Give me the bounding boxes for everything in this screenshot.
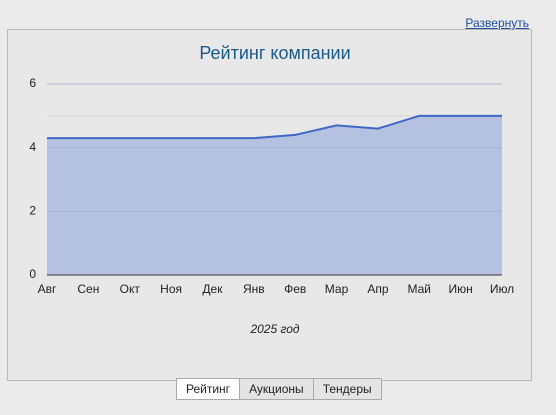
x-tick-label: Фев [284, 282, 306, 296]
expand-link[interactable]: Развернуть [465, 16, 529, 30]
tab[interactable]: Аукционы [239, 378, 314, 400]
x-tick-label: Авг [38, 282, 57, 296]
x-tick-label: Апр [367, 282, 389, 296]
x-tick-label: Дек [202, 282, 223, 296]
x-tick-label: Янв [243, 282, 265, 296]
area [47, 115, 502, 275]
tab[interactable]: Рейтинг [176, 378, 241, 400]
chart-title: Рейтинг компании [199, 43, 350, 63]
x-tick-label: Ноя [160, 282, 182, 296]
y-tick-label: 6 [29, 76, 36, 90]
y-tick-label: 4 [29, 140, 36, 154]
tab[interactable]: Тендеры [312, 378, 382, 400]
x-tick-label: Июл [490, 282, 514, 296]
x-tick-label: Мар [325, 282, 349, 296]
x-tick-label: Май [408, 282, 432, 296]
y-tick-label: 2 [29, 204, 36, 218]
x-tick-label: Сен [77, 282, 99, 296]
x-axis-label: 2025 год [249, 322, 299, 336]
y-tick-label: 0 [29, 267, 36, 281]
x-tick-label: Июн [449, 282, 473, 296]
line [47, 114, 502, 140]
tabs: Рейтинг Аукционы Тендеры [176, 378, 382, 400]
x-tick-label: Окт [120, 282, 141, 296]
